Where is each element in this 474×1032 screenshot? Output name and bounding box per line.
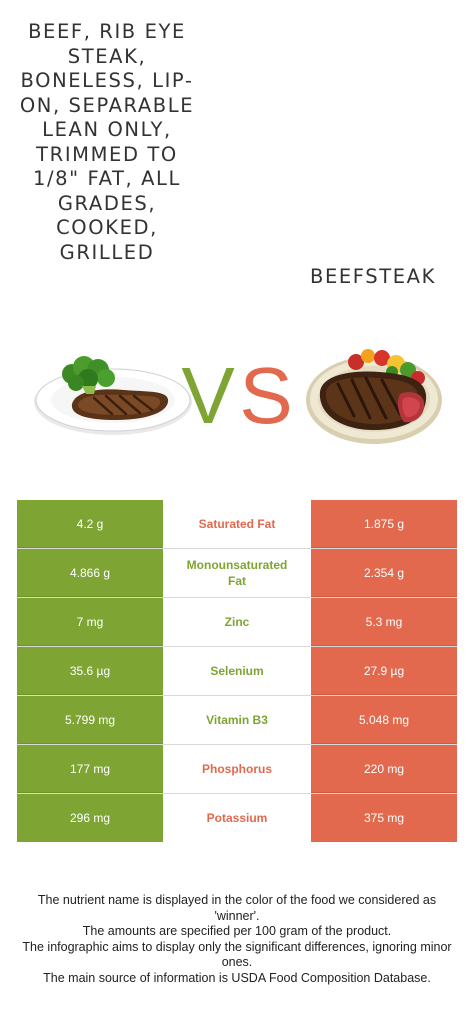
left-food-title: BEEF, RIB EYE STEAK, BONELESS, LIP-ON, S… (19, 20, 195, 264)
footer-note: The infographic aims to display only the… (22, 939, 452, 970)
right-value: 5.048 mg (311, 696, 457, 744)
nutrient-name: Phosphorus (163, 745, 311, 793)
right-food-title: BEEFSTEAK (309, 265, 437, 288)
footer-note: The nutrient name is displayed in the co… (37, 893, 437, 923)
right-value: 5.3 mg (311, 598, 457, 646)
right-value: 375 mg (311, 794, 457, 842)
table-row: 4.866 g Monounsaturated Fat 2.354 g (17, 549, 457, 598)
vs-letter-v: V (181, 355, 235, 435)
left-value: 177 mg (17, 745, 163, 793)
footer-note: The main source of information is USDA F… (43, 970, 431, 985)
left-value: 5.799 mg (17, 696, 163, 744)
footer-notes: The nutrient name is displayed in the co… (20, 893, 454, 986)
table-row: 7 mg Zinc 5.3 mg (17, 598, 457, 647)
left-value: 35.6 µg (17, 647, 163, 695)
vs-letter-s: S (239, 355, 292, 435)
left-value: 4.866 g (17, 549, 163, 597)
left-value: 7 mg (17, 598, 163, 646)
right-value: 220 mg (311, 745, 457, 793)
nutrient-name: Monounsaturated Fat (163, 549, 311, 597)
nutrient-comparison-table: 4.2 g Saturated Fat 1.875 g 4.866 g Mono… (17, 500, 457, 842)
table-row: 35.6 µg Selenium 27.9 µg (17, 647, 457, 696)
right-value: 27.9 µg (311, 647, 457, 695)
left-value: 296 mg (17, 794, 163, 842)
right-value: 1.875 g (311, 500, 457, 548)
nutrient-name: Potassium (163, 794, 311, 842)
vs-label: V S (181, 355, 292, 435)
nutrient-name: Zinc (163, 598, 311, 646)
beefsteak-image (306, 349, 442, 444)
nutrient-name: Selenium (163, 647, 311, 695)
nutrient-name: Vitamin B3 (163, 696, 311, 744)
right-value: 2.354 g (311, 549, 457, 597)
table-row: 177 mg Phosphorus 220 mg (17, 745, 457, 794)
nutrient-name: Saturated Fat (163, 500, 311, 548)
table-row: 5.799 mg Vitamin B3 5.048 mg (17, 696, 457, 745)
rib-eye-steak-image (34, 356, 192, 435)
table-row: 296 mg Potassium 375 mg (17, 794, 457, 842)
footer-note: The amounts are specified per 100 gram o… (82, 924, 392, 938)
table-row: 4.2 g Saturated Fat 1.875 g (17, 500, 457, 549)
left-value: 4.2 g (17, 500, 163, 548)
